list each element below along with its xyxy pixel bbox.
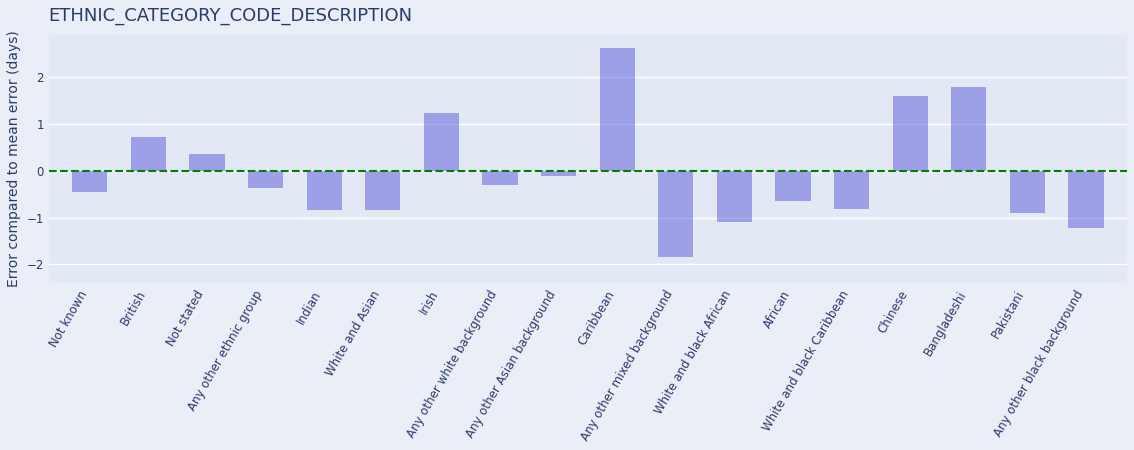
Bar	[833, 171, 869, 209]
Bar	[717, 171, 752, 222]
Bar	[130, 137, 166, 171]
Bar	[1010, 171, 1046, 213]
Bar	[482, 171, 517, 184]
Bar	[424, 113, 459, 171]
Bar	[776, 171, 811, 201]
Bar	[73, 171, 108, 192]
Bar	[600, 48, 635, 171]
Bar	[541, 171, 576, 176]
Bar	[189, 154, 225, 171]
Bar	[892, 95, 928, 171]
Bar	[951, 87, 987, 171]
Bar	[248, 171, 284, 189]
Bar	[658, 171, 693, 257]
Bar	[1068, 171, 1103, 228]
Bar	[365, 171, 400, 211]
Y-axis label: Error compared to mean error (days): Error compared to mean error (days)	[7, 31, 20, 287]
Text: ETHNIC_CATEGORY_CODE_DESCRIPTION: ETHNIC_CATEGORY_CODE_DESCRIPTION	[49, 7, 413, 25]
Bar	[306, 171, 341, 211]
